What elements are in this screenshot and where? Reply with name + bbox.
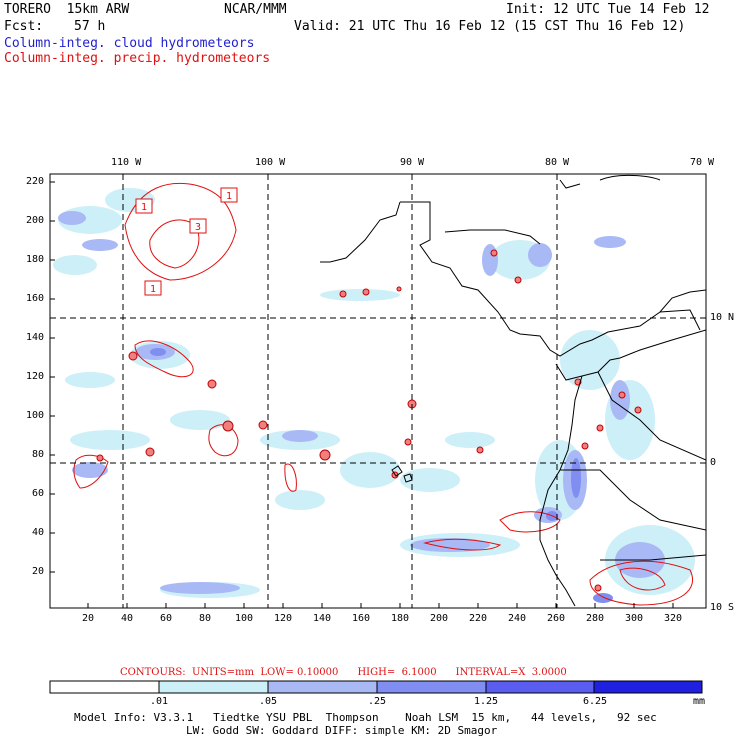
contour-info: CONTOURS: UNITS=mm LOW= 0.10000 HIGH= 6.…: [120, 667, 567, 678]
lon-label: 90 W: [400, 157, 425, 168]
y-tick-label: 60: [32, 488, 45, 499]
y-tick-label: 40: [32, 527, 45, 538]
cloud-hydrometeors-legend: Column-integ. cloud hydrometeors: [4, 36, 255, 51]
x-tick-label: 260: [547, 613, 566, 624]
contour-label: 1: [141, 202, 147, 213]
lon-label: 110 W: [111, 157, 142, 168]
contour-label: 3: [195, 222, 201, 233]
y-tick-label: 140: [26, 332, 45, 343]
x-tick-label: 300: [625, 613, 644, 624]
model-physics: LW: Godd SW: Goddard DIFF: simple KM: 2D…: [186, 724, 498, 737]
axis-ticks: [50, 181, 674, 608]
x-tick-label: 140: [313, 613, 332, 624]
precip-hydrometeors-legend: Column-integ. precip. hydrometeors: [4, 51, 271, 66]
colorbar-label: 6.25: [583, 696, 608, 707]
colorbar-label: .25: [368, 696, 387, 707]
x-tick-label: 40: [121, 613, 134, 624]
contour-label: 1: [226, 191, 232, 202]
cloud-hydrometeor-shading: [53, 188, 695, 603]
colorbar-label: .01: [150, 696, 169, 707]
x-tick-label: 320: [664, 613, 683, 624]
init-time: Init: 12 UTC Tue 14 Feb 12: [506, 2, 710, 17]
model-title: TORERO 15km ARW: [4, 2, 130, 17]
colorbar-label: 1.25: [474, 696, 499, 707]
lon-label: 70 W: [690, 157, 715, 168]
x-tick-label: 60: [160, 613, 173, 624]
lat-lon-grid: [50, 174, 706, 608]
coastlines: [320, 174, 706, 607]
valid-time: Valid: 21 UTC Thu 16 Feb 12 (15 CST Thu …: [294, 19, 686, 34]
y-tick-label: 200: [26, 215, 45, 226]
model-info: Model Info: V3.3.1 Tiedtke YSU PBL Thomp…: [74, 711, 657, 724]
y-tick-label: 20: [32, 566, 45, 577]
lon-label: 80 W: [545, 157, 570, 168]
x-tick-label: 160: [352, 613, 371, 624]
colorbar-label: .05: [259, 696, 278, 707]
x-tick-label: 120: [274, 613, 293, 624]
precip-contours: [73, 182, 693, 606]
lat-label: 10 S: [710, 602, 735, 613]
contour-label: 1: [150, 284, 156, 295]
contour-label-boxes: [135, 187, 238, 296]
x-tick-label: 180: [391, 613, 410, 624]
y-tick-label: 100: [26, 410, 45, 421]
forecast-hours: 57 h: [74, 19, 106, 34]
lat-label: 0: [710, 457, 717, 468]
precip-cells: [96, 249, 642, 592]
org-title: NCAR/MMM: [224, 2, 287, 17]
x-tick-label: 220: [469, 613, 488, 624]
y-tick-label: 160: [26, 293, 45, 304]
lon-label: 100 W: [255, 157, 286, 168]
y-tick-label: 120: [26, 371, 45, 382]
y-tick-label: 180: [26, 254, 45, 265]
x-tick-label: 240: [508, 613, 527, 624]
x-tick-label: 100: [235, 613, 254, 624]
forecast-label: Fcst:: [4, 19, 44, 34]
y-tick-label: 220: [26, 176, 45, 187]
x-tick-label: 200: [430, 613, 449, 624]
x-tick-label: 280: [586, 613, 605, 624]
y-tick-label: 80: [32, 449, 45, 460]
x-tick-label: 80: [199, 613, 212, 624]
map-frame: [49, 173, 707, 609]
lat-label: 10 N: [710, 312, 735, 323]
colorbar-unit: mm: [693, 696, 706, 707]
x-tick-label: 20: [82, 613, 95, 624]
